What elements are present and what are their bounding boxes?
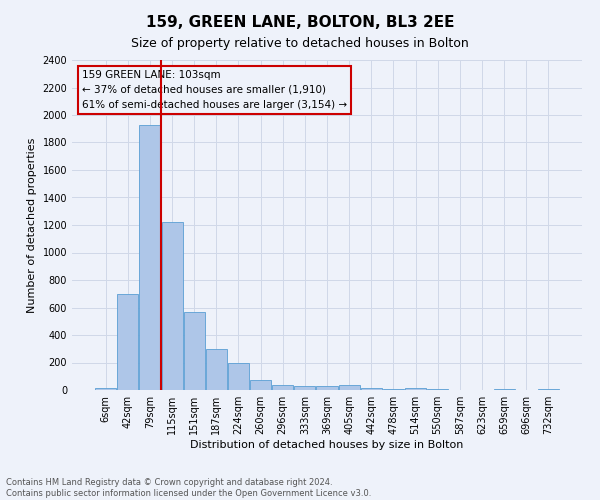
Bar [161, 222, 182, 390]
Bar [206, 349, 227, 390]
X-axis label: Distribution of detached houses by size in Bolton: Distribution of detached houses by size … [190, 440, 464, 450]
Bar [250, 380, 271, 390]
Y-axis label: Number of detached properties: Number of detached properties [27, 138, 37, 312]
Bar [295, 386, 316, 390]
Bar [338, 385, 359, 390]
Bar [538, 388, 559, 390]
Bar [184, 312, 205, 390]
Bar [316, 386, 338, 390]
Text: 159, GREEN LANE, BOLTON, BL3 2EE: 159, GREEN LANE, BOLTON, BL3 2EE [146, 15, 454, 30]
Text: 159 GREEN LANE: 103sqm
← 37% of detached houses are smaller (1,910)
61% of semi-: 159 GREEN LANE: 103sqm ← 37% of detached… [82, 70, 347, 110]
Bar [494, 388, 515, 390]
Text: Size of property relative to detached houses in Bolton: Size of property relative to detached ho… [131, 38, 469, 51]
Bar [95, 388, 116, 390]
Bar [118, 294, 139, 390]
Text: Contains HM Land Registry data © Crown copyright and database right 2024.
Contai: Contains HM Land Registry data © Crown c… [6, 478, 371, 498]
Bar [405, 388, 426, 390]
Bar [361, 388, 382, 390]
Bar [139, 124, 160, 390]
Bar [272, 384, 293, 390]
Bar [228, 362, 249, 390]
